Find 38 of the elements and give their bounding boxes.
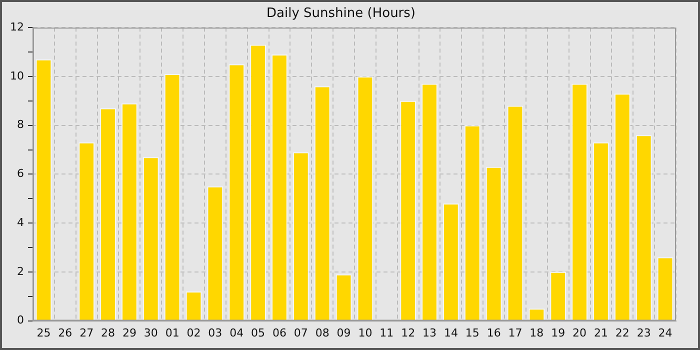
x-tick-label: 29 [122, 326, 136, 340]
x-tick-label: 13 [422, 326, 437, 340]
x-tick-label: 11 [380, 326, 394, 340]
x-tick-label: 17 [508, 326, 522, 340]
x-tick-label: 22 [615, 326, 630, 340]
y-tick-label: 12 [10, 20, 24, 34]
x-tick-label: 14 [444, 326, 458, 340]
x-tick-label: 19 [551, 326, 566, 340]
x-tick-label: 05 [251, 326, 266, 340]
y-tick-label: 0 [16, 314, 24, 327]
y-tick-label: 4 [16, 216, 24, 229]
y-tick-label: 10 [10, 69, 24, 82]
x-tick-label: 04 [230, 326, 244, 340]
x-tick-label: 15 [465, 326, 480, 340]
chart-title: Daily Sunshine (Hours) [266, 6, 416, 22]
y-tick-label: 8 [16, 118, 24, 132]
x-tick-label: 03 [208, 326, 222, 340]
x-tick-label: 28 [101, 326, 116, 340]
x-tick-label: 30 [144, 326, 158, 340]
x-tick-label: 07 [294, 326, 308, 340]
x-tick-label: 27 [80, 326, 94, 340]
x-tick-label: 06 [272, 326, 286, 340]
x-tick-label: 23 [636, 326, 651, 340]
x-tick-label: 21 [594, 326, 608, 340]
y-tick-label: 2 [16, 264, 24, 278]
y-tick-label: 6 [16, 167, 24, 180]
x-tick-label: 25 [36, 326, 51, 340]
x-tick-label: 10 [358, 326, 372, 340]
x-tick-label: 02 [186, 326, 201, 340]
x-tick-label: 08 [315, 326, 330, 340]
x-tick-label: 09 [336, 326, 351, 340]
x-tick-label: 12 [401, 326, 416, 340]
x-tick-label: 20 [572, 326, 587, 340]
x-tick-label: 18 [530, 326, 544, 340]
x-tick-label: 01 [165, 326, 180, 340]
x-tick-label: 24 [658, 326, 672, 340]
x-tick-label: 26 [58, 326, 72, 340]
x-tick-label: 16 [486, 326, 501, 340]
